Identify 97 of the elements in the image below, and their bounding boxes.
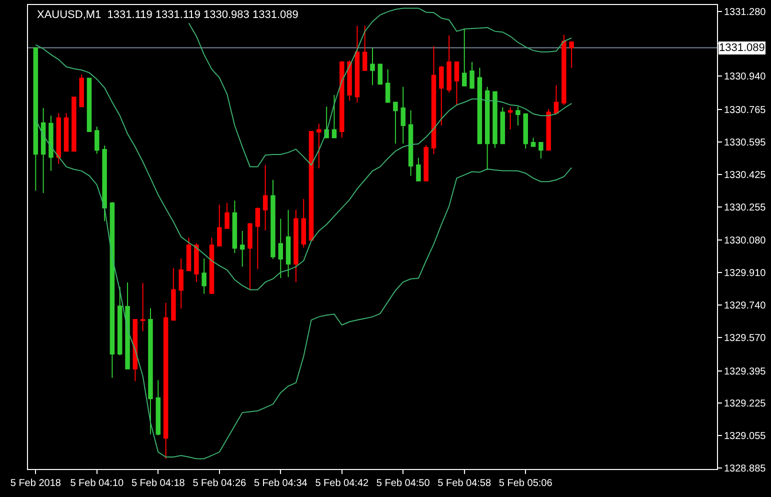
candlestick (340, 60, 344, 138)
candlestick (72, 96, 76, 152)
candlestick (408, 110, 414, 176)
line-series (35, 44, 572, 290)
candlestick (178, 258, 184, 310)
candlestick (79, 74, 84, 108)
y-tick-label: 1329.740 (724, 300, 766, 312)
candlestick (217, 204, 222, 246)
candlestick (86, 78, 92, 132)
candlestick (470, 62, 474, 89)
candlestick (301, 198, 306, 248)
candlestick (94, 126, 100, 154)
y-tick-label: 1330.425 (724, 170, 766, 181)
candlestick (530, 137, 536, 147)
candlestick (163, 302, 168, 460)
candlestick (148, 308, 153, 435)
candlestick (308, 130, 314, 241)
candlestick (240, 230, 245, 268)
candlestick (393, 102, 398, 144)
x-tick-label: 5 Feb 04:58 (438, 478, 492, 489)
candlestick (523, 113, 528, 150)
candlestick (446, 34, 452, 94)
candlestick (400, 86, 406, 144)
candlestick (294, 209, 298, 283)
y-tick-label: 1331.280 (724, 6, 766, 18)
x-tick-label: 5 Feb 2018 (10, 478, 62, 489)
candlestick (424, 144, 428, 182)
y-tick-label: 1329.055 (724, 431, 766, 442)
y-tick-label: 1329.570 (724, 332, 766, 344)
candlestick (56, 112, 61, 165)
candlestick (554, 84, 559, 114)
candlestick (33, 47, 38, 192)
candlestick (431, 46, 436, 155)
candlestick (484, 86, 490, 170)
candlestick (416, 157, 421, 182)
candlestick (140, 282, 146, 332)
y-tick-label: 1329.910 (724, 268, 766, 280)
candlestick (202, 258, 206, 294)
candlestick (255, 206, 260, 270)
y-tick-label: 1329.225 (724, 398, 766, 410)
candlestick (385, 68, 390, 103)
x-tick-label: 5 Feb 04:34 (254, 478, 308, 489)
candlestick (125, 282, 130, 370)
candlestick (477, 67, 482, 144)
candlestick (347, 60, 352, 102)
ref-line-label: 1331.089 (719, 42, 765, 54)
candlestick (270, 179, 276, 260)
candlestick (248, 222, 252, 291)
candlestick (538, 142, 544, 160)
x-tick-label: 5 Feb 04:42 (315, 478, 370, 489)
line-series (35, 118, 572, 460)
candlestick (232, 200, 238, 254)
candlestick (462, 28, 467, 86)
candlestick (378, 64, 383, 85)
candlestick (102, 145, 107, 222)
candlestick (362, 25, 368, 71)
x-tick-label: 5 Feb 04:10 (70, 478, 124, 489)
y-tick-label: 1330.080 (724, 236, 766, 247)
candlestick (286, 209, 291, 278)
y-tick-label: 1329.395 (724, 366, 766, 378)
candlestick (492, 90, 498, 148)
y-tick-label: 1328.885 (724, 464, 766, 475)
candlestick (278, 218, 284, 279)
candlestick (562, 34, 566, 106)
candlestick (117, 286, 122, 356)
x-tick-label: 5 Feb 04:50 (376, 478, 430, 489)
candlestick (500, 106, 506, 144)
x-tick-label: 5 Feb 05:06 (498, 478, 553, 489)
y-tick-label: 1330.255 (724, 202, 766, 214)
candlestick (370, 47, 375, 86)
chart-title: XAUUSD,M1 1331.119 1331.119 1330.983 1331.089 (37, 9, 298, 21)
candlestick (224, 202, 230, 229)
candlestick (569, 42, 574, 68)
y-tick-label: 1330.940 (724, 72, 766, 83)
candlestick (186, 237, 192, 272)
x-tick-label: 5 Feb 04:18 (131, 478, 186, 489)
candlestick (171, 267, 176, 322)
candlestick (454, 62, 460, 106)
candlestick (354, 25, 360, 104)
candlestick (316, 123, 322, 169)
candlestick (64, 112, 69, 152)
candlestick (209, 237, 214, 294)
candlestick (110, 202, 115, 378)
candlestick (508, 106, 513, 130)
candlestick (439, 66, 444, 126)
candlestick (332, 94, 337, 138)
candlestick (132, 318, 138, 382)
candlestick (194, 242, 199, 283)
candlestick (40, 107, 46, 194)
x-tick-label: 5 Feb 04:26 (192, 478, 247, 489)
candlestick (546, 108, 551, 151)
candlestick (48, 115, 54, 172)
y-tick-label: 1330.595 (724, 137, 766, 148)
y-tick-label: 1330.765 (724, 105, 766, 116)
candlestick (516, 106, 520, 126)
candlestick (156, 380, 161, 436)
candlestick (262, 164, 268, 231)
